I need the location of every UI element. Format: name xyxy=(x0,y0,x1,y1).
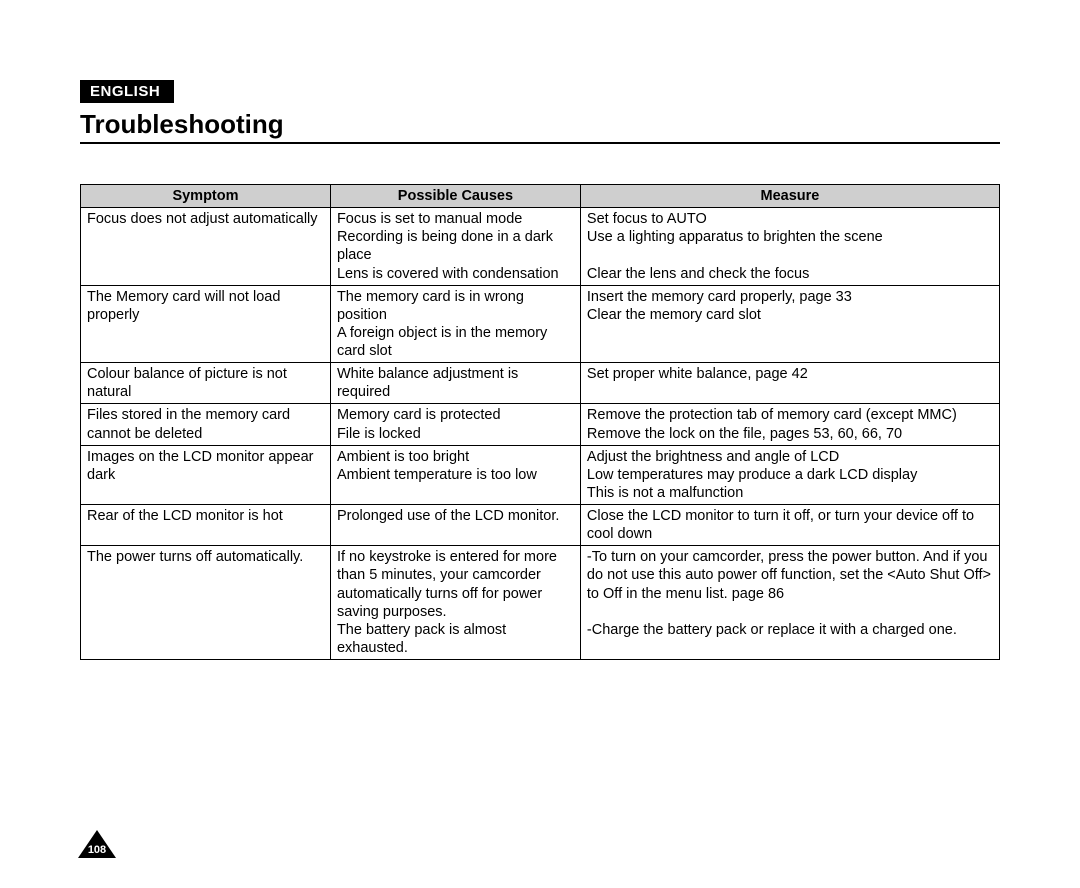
col-header-cause: Possible Causes xyxy=(330,185,580,208)
cell-measure: -To turn on your camcorder, press the po… xyxy=(580,546,999,660)
cell-symptom: Colour balance of picture is not natural xyxy=(81,363,331,404)
cell-cause: White balance adjustment is required xyxy=(330,363,580,404)
page-number: 108 xyxy=(78,842,116,858)
manual-page: ENGLISH Troubleshooting Symptom Possible… xyxy=(0,0,1080,888)
cell-symptom: Focus does not adjust automatically xyxy=(81,208,331,286)
table-row: Focus does not adjust automaticallyFocus… xyxy=(81,208,1000,286)
table-row: The Memory card will not load properlyTh… xyxy=(81,285,1000,363)
col-header-symptom: Symptom xyxy=(81,185,331,208)
troubleshooting-table: Symptom Possible Causes Measure Focus do… xyxy=(80,184,1000,660)
table-row: Images on the LCD monitor appear darkAmb… xyxy=(81,445,1000,504)
cell-symptom: The power turns off automatically. xyxy=(81,546,331,660)
table-row: The power turns off automatically.If no … xyxy=(81,546,1000,660)
cell-cause: Ambient is too bright Ambient temperatur… xyxy=(330,445,580,504)
cell-measure: Adjust the brightness and angle of LCD L… xyxy=(580,445,999,504)
cell-symptom: Rear of the LCD monitor is hot xyxy=(81,505,331,546)
cell-measure: Set proper white balance, page 42 xyxy=(580,363,999,404)
cell-cause: If no keystroke is entered for more than… xyxy=(330,546,580,660)
cell-cause: Memory card is protected File is locked xyxy=(330,404,580,445)
cell-cause: Prolonged use of the LCD monitor. xyxy=(330,505,580,546)
title-rule xyxy=(80,142,1000,144)
table-row: Files stored in the memory card cannot b… xyxy=(81,404,1000,445)
table-row: Rear of the LCD monitor is hotProlonged … xyxy=(81,505,1000,546)
col-header-measure: Measure xyxy=(580,185,999,208)
cell-measure: Set focus to AUTO Use a lighting apparat… xyxy=(580,208,999,286)
table-header-row: Symptom Possible Causes Measure xyxy=(81,185,1000,208)
cell-symptom: Images on the LCD monitor appear dark xyxy=(81,445,331,504)
page-title: Troubleshooting xyxy=(80,109,1000,140)
cell-cause: Focus is set to manual mode Recording is… xyxy=(330,208,580,286)
cell-cause: The memory card is in wrong position A f… xyxy=(330,285,580,363)
cell-measure: Insert the memory card properly, page 33… xyxy=(580,285,999,363)
language-badge: ENGLISH xyxy=(80,80,174,103)
table-row: Colour balance of picture is not natural… xyxy=(81,363,1000,404)
cell-symptom: Files stored in the memory card cannot b… xyxy=(81,404,331,445)
cell-measure: Close the LCD monitor to turn it off, or… xyxy=(580,505,999,546)
cell-measure: Remove the protection tab of memory card… xyxy=(580,404,999,445)
cell-symptom: The Memory card will not load properly xyxy=(81,285,331,363)
